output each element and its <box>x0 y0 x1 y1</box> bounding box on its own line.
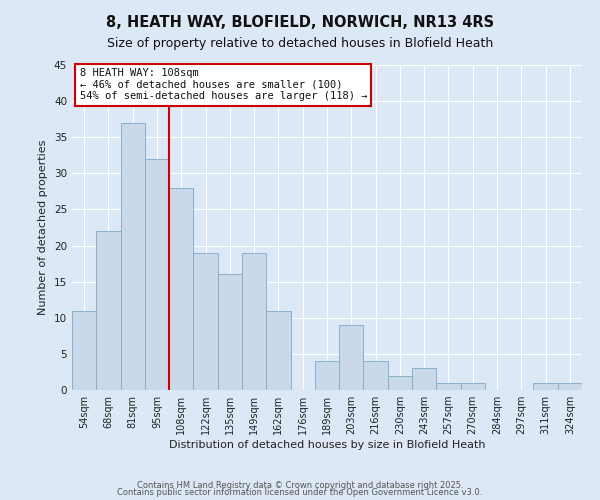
Bar <box>315 361 339 390</box>
Bar <box>242 253 266 390</box>
X-axis label: Distribution of detached houses by size in Blofield Heath: Distribution of detached houses by size … <box>169 440 485 450</box>
Bar <box>218 274 242 390</box>
Y-axis label: Number of detached properties: Number of detached properties <box>38 140 49 315</box>
Text: Size of property relative to detached houses in Blofield Heath: Size of property relative to detached ho… <box>107 38 493 51</box>
Bar <box>266 310 290 390</box>
Bar <box>96 231 121 390</box>
Text: Contains public sector information licensed under the Open Government Licence v3: Contains public sector information licen… <box>118 488 482 497</box>
Bar <box>169 188 193 390</box>
Text: 8 HEATH WAY: 108sqm
← 46% of detached houses are smaller (100)
54% of semi-detac: 8 HEATH WAY: 108sqm ← 46% of detached ho… <box>80 68 367 102</box>
Text: Contains HM Land Registry data © Crown copyright and database right 2025.: Contains HM Land Registry data © Crown c… <box>137 480 463 490</box>
Bar <box>461 383 485 390</box>
Bar <box>193 253 218 390</box>
Bar <box>121 123 145 390</box>
Bar <box>436 383 461 390</box>
Bar <box>339 325 364 390</box>
Bar <box>364 361 388 390</box>
Bar <box>145 159 169 390</box>
Bar <box>558 383 582 390</box>
Bar <box>72 310 96 390</box>
Bar <box>412 368 436 390</box>
Bar <box>533 383 558 390</box>
Bar <box>388 376 412 390</box>
Text: 8, HEATH WAY, BLOFIELD, NORWICH, NR13 4RS: 8, HEATH WAY, BLOFIELD, NORWICH, NR13 4R… <box>106 15 494 30</box>
